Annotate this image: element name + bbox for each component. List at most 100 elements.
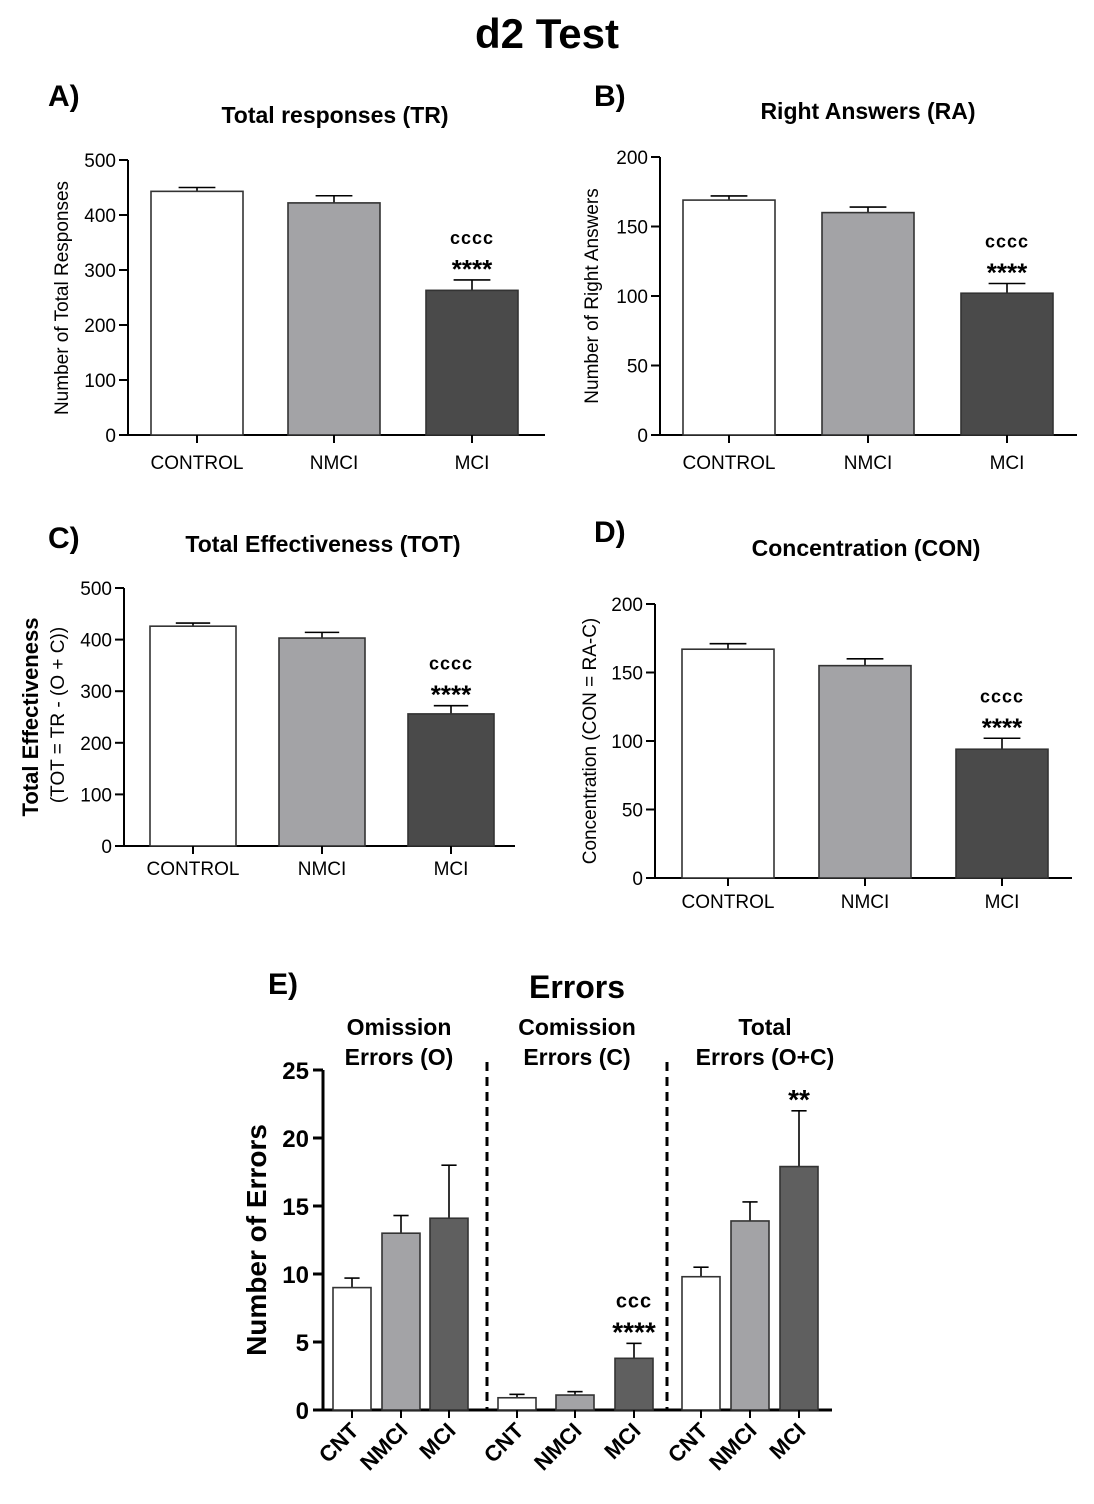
y-axis-label: Number of Errors (241, 1124, 272, 1356)
significance-annotation: cccc (450, 228, 494, 248)
y-tick-label: 200 (80, 734, 112, 755)
y-tick-label: 5 (296, 1330, 309, 1357)
chart-title: Errors (529, 969, 625, 1005)
y-tick-label: 150 (611, 664, 643, 685)
bar-cnt (332, 1286, 372, 1411)
significance-annotation: ** (788, 1084, 810, 1115)
group-title: Omission (347, 1014, 452, 1040)
y-tick-label: 400 (84, 206, 116, 227)
bar-nmci (821, 211, 915, 436)
bar-nmci (278, 637, 366, 847)
y-tick-label: 500 (80, 579, 112, 600)
bar-control (682, 199, 776, 436)
x-tick-label: CONTROL (682, 892, 775, 913)
significance-annotation: cccc (429, 654, 473, 674)
x-tick-label: MCI (455, 453, 490, 474)
x-tick-label: CONTROL (683, 453, 776, 474)
bar-mci (779, 1165, 819, 1411)
y-tick-label: 500 (84, 151, 116, 172)
x-tick-label: NMCI (298, 859, 347, 880)
y-axis-label: Number of Right Answers (582, 188, 603, 403)
y-tick-label: 300 (84, 261, 116, 282)
significance-annotation: **** (982, 712, 1023, 742)
significance-annotation: **** (431, 680, 472, 710)
y-axis-label: Concentration (CON = RA-C) (580, 618, 601, 865)
bar-nmci (730, 1220, 770, 1411)
y-tick-label: 0 (637, 426, 648, 447)
y-tick-label: 15 (282, 1194, 309, 1221)
y-axis-label: Number of Total Responses (52, 181, 73, 415)
bar-control (681, 648, 775, 879)
chart-title: Total Effectiveness (TOT) (185, 531, 460, 557)
y-tick-label: 100 (616, 287, 648, 308)
x-tick-label: MCI (434, 859, 469, 880)
y-tick-label: 0 (101, 837, 112, 858)
x-tick-label: CONTROL (147, 859, 240, 880)
bar-mci (955, 748, 1049, 879)
panel-letter: B) (594, 80, 626, 113)
x-tick-label: MCI (599, 1418, 645, 1464)
bar-mci (407, 713, 495, 847)
y-tick-label: 0 (632, 869, 643, 890)
y-tick-label: 50 (627, 357, 648, 378)
panel-letter: C) (48, 522, 80, 555)
y-axis-label-sub: (TOT = TR - (O + C)) (48, 627, 69, 803)
group-title: Comission (518, 1014, 636, 1040)
bar-mci (425, 289, 519, 436)
x-tick-label: CONTROL (151, 453, 244, 474)
bar-mci (960, 292, 1054, 436)
chart-title: Concentration (CON) (752, 535, 981, 561)
y-tick-label: 10 (282, 1262, 309, 1289)
x-tick-label: MCI (990, 453, 1025, 474)
y-tick-label: 200 (616, 148, 648, 169)
bar-mci (614, 1357, 654, 1411)
y-tick-label: 100 (611, 732, 643, 753)
chart-title: Total responses (TR) (221, 102, 448, 128)
significance-annotation: ccc (616, 1290, 652, 1312)
y-tick-label: 300 (80, 682, 112, 703)
x-tick-label: NMCI (355, 1418, 412, 1475)
x-tick-label: MCI (414, 1418, 460, 1464)
x-tick-label: NMCI (844, 453, 893, 474)
significance-annotation: **** (452, 254, 493, 284)
y-tick-label: 20 (282, 1126, 309, 1153)
bar-nmci (287, 202, 381, 436)
group-title: Total (738, 1014, 791, 1040)
significance-annotation: cccc (985, 231, 1029, 251)
significance-annotation: **** (987, 257, 1028, 287)
x-tick-label: NMCI (310, 453, 359, 474)
group-title: Errors (O) (345, 1044, 454, 1070)
y-tick-label: 100 (80, 785, 112, 806)
panel-letter: D) (594, 516, 626, 549)
y-tick-label: 150 (616, 218, 648, 239)
x-tick-label: NMCI (704, 1418, 761, 1475)
x-tick-label: MCI (764, 1418, 810, 1464)
bar-cnt (681, 1275, 721, 1411)
x-tick-label: NMCI (841, 892, 890, 913)
bar-nmci (818, 664, 912, 879)
y-tick-label: 400 (80, 631, 112, 652)
bar-control (150, 190, 244, 436)
significance-annotation: **** (612, 1316, 656, 1347)
bar-mci (429, 1217, 469, 1411)
y-tick-label: 25 (282, 1058, 309, 1085)
group-title: Errors (C) (523, 1044, 630, 1070)
y-tick-label: 200 (611, 595, 643, 616)
y-tick-label: 0 (105, 426, 116, 447)
group-title: Errors (O+C) (696, 1044, 835, 1070)
bar-control (149, 625, 237, 847)
x-tick-label: CNT (479, 1417, 529, 1467)
y-tick-label: 200 (84, 316, 116, 337)
y-axis-label: Total Effectiveness (18, 618, 43, 817)
bar-nmci (555, 1394, 595, 1411)
y-tick-label: 0 (296, 1398, 309, 1425)
panel-letter: A) (48, 80, 80, 113)
significance-annotation: cccc (980, 686, 1024, 706)
figure-title: d2 Test (475, 10, 619, 57)
bar-nmci (381, 1232, 421, 1411)
bar-cnt (497, 1396, 537, 1411)
y-tick-label: 100 (84, 371, 116, 392)
panel-letter: E) (268, 968, 298, 1001)
x-tick-label: NMCI (529, 1418, 586, 1475)
